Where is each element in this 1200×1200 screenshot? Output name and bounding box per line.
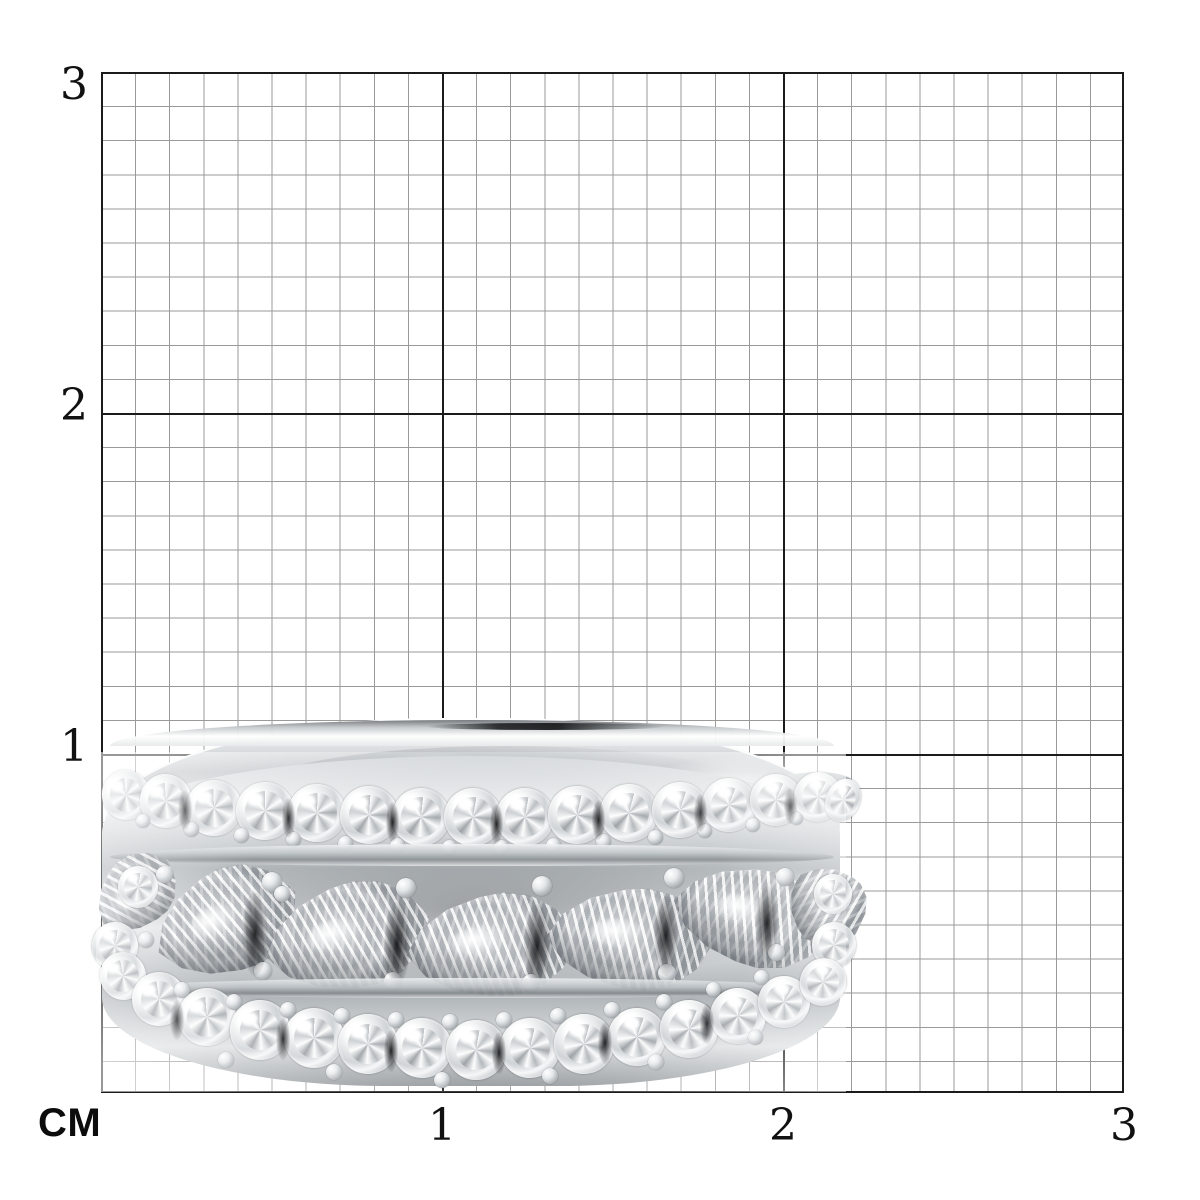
grid-border-left [101, 72, 103, 1093]
x-axis-tick-label-1: 1 [428, 1100, 456, 1151]
prong [326, 1064, 342, 1080]
grid-border-top [101, 72, 1124, 74]
prong [218, 1052, 234, 1068]
setting-rail-upper [110, 844, 834, 866]
gem-gap-shadow [756, 886, 778, 960]
gem-gap-shadow [282, 798, 295, 838]
prong [648, 830, 663, 845]
prong [550, 1008, 566, 1024]
prong [648, 1054, 664, 1070]
prong [746, 818, 760, 832]
gem-gap-shadow [170, 1000, 184, 1040]
gem-gap-shadow [384, 902, 410, 986]
gem-gap-shadow [524, 904, 550, 988]
grid-border-right [1122, 72, 1124, 1093]
prong [136, 814, 150, 828]
gem-gap-shadow [242, 892, 268, 976]
gem-gap-shadow [784, 788, 797, 824]
product-ring-image [96, 716, 846, 1096]
prong [334, 1008, 350, 1024]
gem-gap-shadow [178, 790, 192, 830]
gem-gap-shadow [700, 1004, 714, 1044]
gem-gap-shadow [492, 1032, 506, 1074]
prong [234, 828, 249, 843]
prong [226, 994, 242, 1010]
gem-gap-shadow [592, 800, 605, 840]
y-axis-tick-label-1: 1 [60, 721, 88, 772]
prong [274, 886, 290, 902]
round-gem [118, 866, 158, 908]
round-gem [496, 788, 554, 846]
y-axis-tick-label-2: 2 [60, 380, 88, 431]
prong [532, 876, 552, 896]
prong [706, 982, 721, 997]
gem-gap-shadow [490, 804, 503, 844]
prong [396, 878, 416, 898]
x-axis-tick-label-2: 2 [769, 1100, 797, 1151]
grid-border-bottom [101, 1091, 1124, 1093]
measurement-grid [101, 72, 1124, 1093]
x-axis-tick-label-3: 3 [1110, 1100, 1138, 1151]
prong [754, 970, 769, 985]
prong [280, 1002, 296, 1018]
prong [656, 994, 672, 1010]
round-gem [814, 874, 852, 914]
prong [496, 1012, 512, 1028]
gem-gap-shadow [276, 1018, 290, 1060]
prong [776, 868, 794, 886]
ring-shank-inner-shadow-line [426, 723, 666, 730]
prong [748, 1030, 763, 1045]
unit-label-cm: CM [38, 1101, 102, 1145]
prong [604, 1002, 620, 1018]
prong [138, 932, 154, 948]
prong [664, 868, 684, 888]
gem-gap-shadow [384, 1030, 398, 1072]
gem-gap-shadow [654, 896, 678, 976]
gem-gap-shadow [694, 794, 707, 832]
prong [156, 866, 173, 883]
y-axis-tick-label-3: 3 [60, 59, 88, 110]
gem-gap-shadow [598, 1022, 612, 1064]
prong [542, 1068, 558, 1084]
prong [174, 982, 190, 998]
prong [388, 1012, 404, 1028]
gem-gap-shadow [386, 802, 399, 842]
prong [434, 1072, 450, 1088]
prong [442, 1014, 458, 1030]
